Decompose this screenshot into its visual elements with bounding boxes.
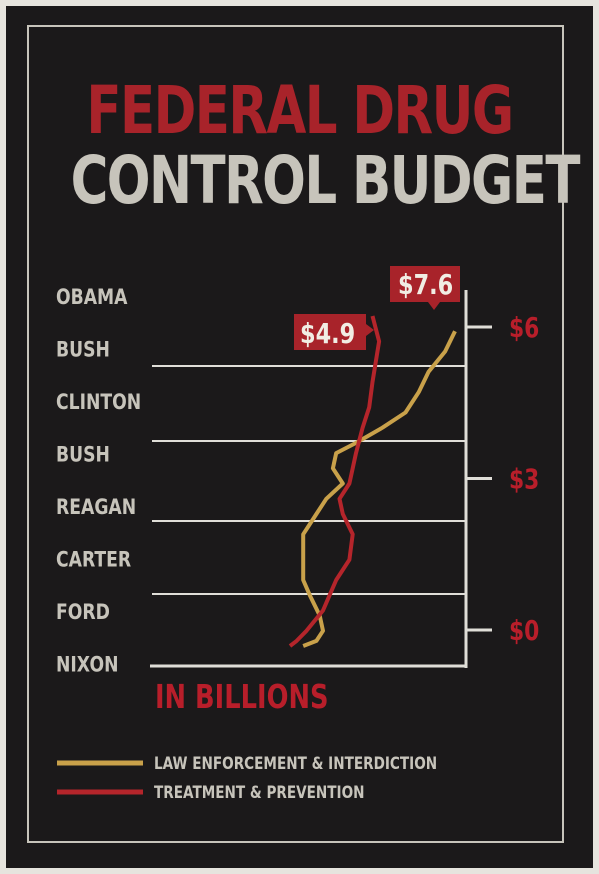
legend-label: TREATMENT & PREVENTION xyxy=(154,783,365,803)
tick-label: $3 xyxy=(509,463,539,495)
title-line-2: CONTROL BUDGET xyxy=(70,142,581,219)
series-law-enforcement-line xyxy=(301,330,457,648)
series-treatment-line xyxy=(288,315,382,648)
president-label: FORD xyxy=(56,599,110,624)
president-label: CLINTON xyxy=(56,389,141,414)
callout-label-treatment: $4.9 xyxy=(300,316,355,349)
president-label: NIXON xyxy=(56,652,118,677)
poster-frame xyxy=(27,25,564,843)
legend-label: LAW ENFORCEMENT & INTERDICTION xyxy=(154,754,437,774)
tick-label: $6 xyxy=(509,311,539,343)
unit-label: IN BILLIONS xyxy=(155,678,329,716)
president-label: REAGAN xyxy=(56,494,136,519)
president-label: BUSH xyxy=(56,442,110,467)
poster-background xyxy=(6,6,593,868)
callout-box-treatment xyxy=(294,314,374,350)
title-line-1: FEDERAL DRUG xyxy=(86,72,514,149)
president-label: OBAMA xyxy=(56,284,128,309)
tick-label: $0 xyxy=(509,614,539,646)
president-label: BUSH xyxy=(56,337,110,362)
president-label: CARTER xyxy=(56,547,131,572)
callout-box-law-enforcement xyxy=(390,266,460,310)
callout-label-law-enforcement: $7.6 xyxy=(398,267,453,300)
